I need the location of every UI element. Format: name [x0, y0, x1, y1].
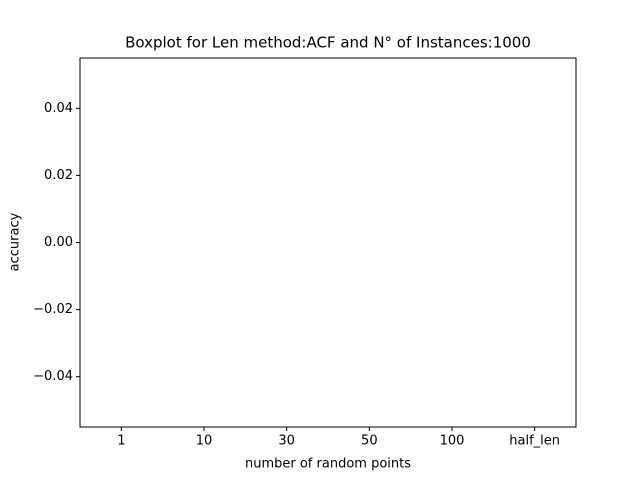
x-tick-label: 30: [278, 434, 295, 449]
x-axis-label: number of random points: [245, 457, 411, 472]
x-tick-label: 100: [440, 434, 465, 449]
y-tick-label: −0.02: [33, 302, 73, 317]
x-tick-label: 50: [361, 434, 378, 449]
chart-title: Boxplot for Len method:ACF and N° of Ins…: [125, 34, 531, 52]
y-tick-label: −0.04: [33, 369, 73, 384]
y-axis-label: accuracy: [8, 212, 23, 271]
x-tick-label: 10: [196, 434, 213, 449]
x-tick-label: half_len: [509, 434, 560, 449]
y-tick-label: 0.00: [44, 235, 73, 250]
x-tick-label: 1: [117, 434, 125, 449]
y-tick-label: 0.02: [44, 168, 73, 183]
y-tick-label: 0.04: [44, 101, 73, 116]
